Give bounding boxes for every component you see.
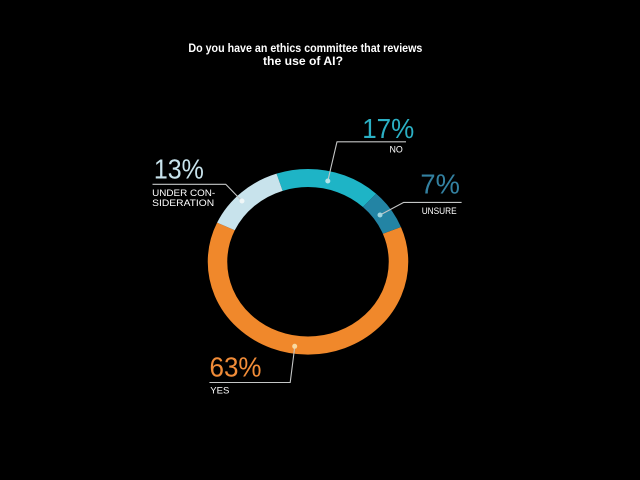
svg-text:YES: YES [210,386,229,396]
svg-text:NO: NO [390,145,403,155]
svg-text:SIDERATION: SIDERATION [152,198,214,208]
svg-text:13%: 13% [154,153,204,184]
svg-text:the use of AI?: the use of AI? [263,54,343,68]
svg-text:UNDER CON-: UNDER CON- [152,188,215,198]
svg-text:UNSURE: UNSURE [422,206,457,216]
svg-text:17%: 17% [362,113,414,144]
svg-text:7%: 7% [420,168,460,199]
svg-text:63%: 63% [210,351,262,382]
svg-text:Do you have an ethics committe: Do you have an ethics committee that rev… [188,41,422,55]
